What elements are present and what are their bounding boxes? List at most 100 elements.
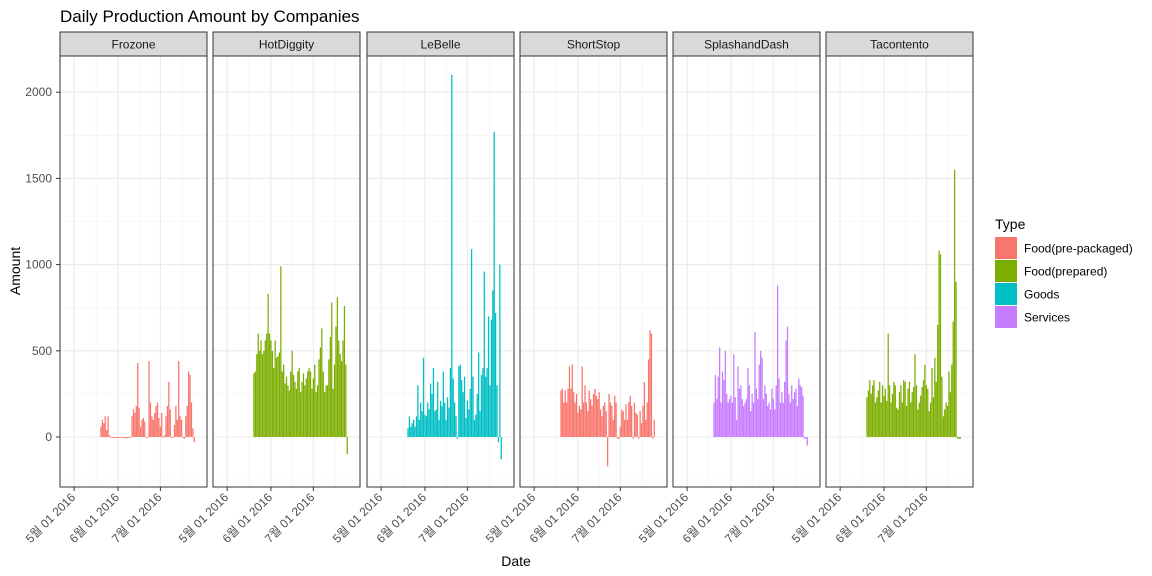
bar xyxy=(588,390,590,438)
bar xyxy=(735,419,738,437)
bar xyxy=(145,437,147,438)
bar xyxy=(325,385,327,437)
bar xyxy=(429,383,432,437)
bar xyxy=(414,426,416,437)
bar xyxy=(410,426,412,437)
bar xyxy=(590,399,592,438)
bar xyxy=(178,361,180,438)
facet-strip xyxy=(366,31,515,57)
bar-series-frozone xyxy=(100,361,195,443)
bar xyxy=(747,368,749,437)
bar xyxy=(869,380,871,437)
bar xyxy=(609,402,612,437)
bar xyxy=(776,285,779,437)
bar xyxy=(793,392,796,437)
bar xyxy=(100,426,102,437)
y-tick-label: 2000 xyxy=(25,85,52,99)
bar xyxy=(803,437,806,439)
bar xyxy=(118,437,120,438)
bar xyxy=(910,402,912,437)
bar xyxy=(574,402,576,437)
panel-border xyxy=(212,55,361,488)
bar xyxy=(638,437,640,439)
bar xyxy=(256,354,258,437)
bar xyxy=(137,362,139,437)
bar xyxy=(798,378,800,438)
bar xyxy=(142,418,145,437)
bar xyxy=(645,419,647,437)
bar xyxy=(335,326,337,438)
facet-strip xyxy=(519,31,668,57)
bar xyxy=(786,326,789,438)
bar xyxy=(805,437,807,439)
bar xyxy=(890,402,892,437)
bar xyxy=(110,437,112,438)
bar xyxy=(924,364,926,438)
bar xyxy=(408,416,411,438)
bar xyxy=(611,405,613,437)
y-tick-label: 1500 xyxy=(25,171,52,185)
bar xyxy=(647,359,650,437)
bar xyxy=(955,281,957,437)
bar xyxy=(346,437,348,455)
bar xyxy=(281,371,283,437)
bar xyxy=(292,374,295,437)
bar xyxy=(750,411,752,437)
facet-strip-label: Tacontento xyxy=(870,38,929,52)
bar xyxy=(599,409,602,437)
facet-strip xyxy=(672,31,821,57)
bar xyxy=(442,371,444,437)
bar xyxy=(567,388,569,437)
bar xyxy=(108,435,111,437)
bar xyxy=(193,437,195,443)
bar xyxy=(951,364,953,438)
bar xyxy=(788,393,790,437)
bar xyxy=(434,411,436,437)
bar xyxy=(628,402,630,437)
bar xyxy=(324,392,326,437)
bar xyxy=(487,316,490,437)
bar xyxy=(636,414,638,437)
bar xyxy=(162,437,164,438)
bar xyxy=(186,405,188,437)
bar xyxy=(114,437,116,438)
bar xyxy=(730,395,732,438)
bar xyxy=(626,419,629,437)
bar xyxy=(127,437,129,438)
bar xyxy=(113,437,115,438)
bar xyxy=(446,397,449,437)
bar xyxy=(800,387,803,438)
bar xyxy=(260,340,262,437)
bar xyxy=(911,392,913,437)
facet-strip xyxy=(825,31,974,57)
bar xyxy=(764,385,766,437)
bar xyxy=(449,368,452,437)
bar xyxy=(768,402,770,437)
bar xyxy=(733,354,735,437)
bar xyxy=(806,437,808,446)
bar xyxy=(340,361,343,438)
bar xyxy=(297,371,299,437)
bar xyxy=(291,350,293,437)
bar xyxy=(154,412,156,438)
bar xyxy=(775,385,777,437)
y-tick-label: 1000 xyxy=(25,258,52,272)
bar xyxy=(602,405,605,437)
bar xyxy=(623,419,626,437)
bar xyxy=(789,402,791,437)
bar xyxy=(939,254,942,437)
bar xyxy=(561,388,564,437)
bar xyxy=(147,437,149,438)
bar xyxy=(883,395,885,438)
bar xyxy=(769,409,772,437)
bar xyxy=(499,264,501,437)
bar xyxy=(614,395,616,438)
bar xyxy=(257,333,259,437)
bar xyxy=(261,354,264,437)
bar xyxy=(587,411,589,437)
bar xyxy=(914,354,916,437)
facet-strip xyxy=(59,31,208,57)
